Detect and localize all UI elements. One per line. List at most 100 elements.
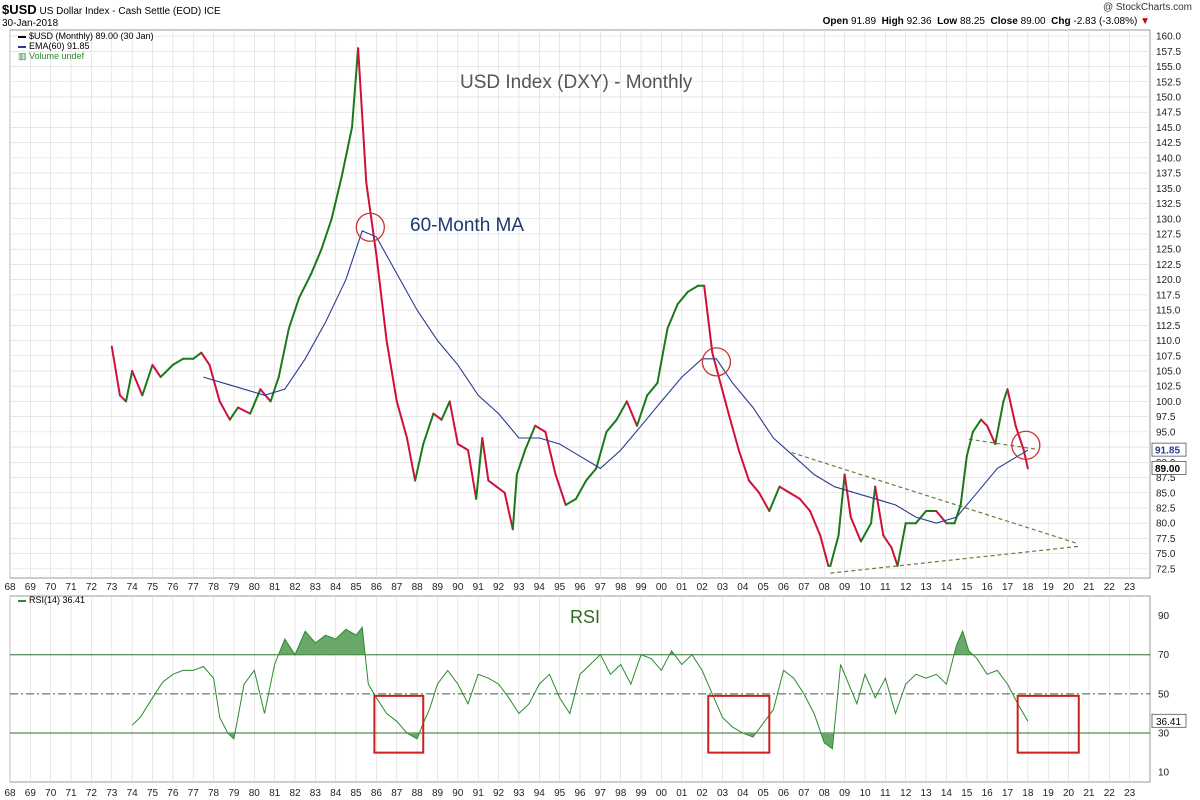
price-segment (151, 363, 162, 379)
x-tick-label-top: 23 (1124, 582, 1136, 593)
x-tick-label-bottom: 90 (452, 788, 464, 799)
price-segment (758, 491, 771, 513)
price-segment (711, 351, 722, 385)
legend-price-label: $USD (Monthly) 89.00 (30 Jan) (29, 31, 154, 41)
symbol: $USD (2, 2, 37, 17)
x-tick-label-top: 15 (961, 582, 973, 593)
price-segment (819, 534, 830, 567)
x-tick-label-top: 93 (513, 582, 525, 593)
price-segment (432, 412, 443, 421)
price-segment (870, 485, 877, 525)
x-tick-label-top: 94 (534, 582, 546, 593)
price-segment (778, 485, 791, 494)
x-tick-label-bottom: 70 (45, 788, 57, 799)
x-axis-top: 68 69 70 71 72 73 74 75 76 77 78 79 80 81 82 83 84 85 86 87… (4, 582, 1135, 593)
rsi-line (131, 626, 1029, 750)
price-segment (1006, 388, 1017, 427)
x-tick-label-top: 17 (1002, 582, 1014, 593)
x-tick-label-bottom: 96 (574, 788, 586, 799)
price-segment (768, 485, 781, 513)
price-segment (636, 394, 649, 427)
price-segment (110, 345, 121, 397)
x-tick-label-top: 13 (921, 582, 933, 593)
x-tick-label-top: 03 (717, 582, 729, 593)
price-tick-label: 132.5 (1156, 199, 1181, 210)
x-axis-bottom: 68 69 70 71 72 73 74 75 76 77 78 79 80 81 82 83 84 85 86 87… (4, 788, 1135, 799)
price-segment (200, 351, 211, 366)
price-tick-label: 110.0 (1156, 336, 1181, 347)
x-tick-label-bottom: 21 (1083, 788, 1095, 799)
price-segment (340, 126, 353, 178)
x-tick-label-top: 72 (86, 582, 98, 593)
price-tick-label: 152.5 (1156, 77, 1181, 88)
x-tick-label-top: 68 (4, 582, 16, 593)
x-tick-label-bottom: 99 (636, 788, 648, 799)
ema-line (203, 230, 1029, 524)
x-tick-label-bottom: 85 (351, 788, 363, 799)
rsi-tick-label: 70 (1158, 650, 1170, 661)
legend-volume: ▥ Volume undef (18, 51, 154, 61)
x-tick-label-bottom: 74 (127, 788, 139, 799)
x-tick-label-bottom: 69 (25, 788, 37, 799)
price-segment (615, 400, 628, 421)
price-tick-label: 97.5 (1156, 412, 1176, 423)
price-tick-label: 157.5 (1156, 47, 1181, 58)
rsi-highlight-box (707, 694, 771, 754)
x-tick-label-top: 81 (269, 582, 281, 593)
x-tick-label-bottom: 95 (554, 788, 566, 799)
x-tick-label-bottom: 76 (167, 788, 179, 799)
price-segment (544, 430, 557, 476)
price-segment (481, 436, 490, 482)
price-segment (269, 376, 280, 403)
rsi-overbought-fill (132, 627, 1028, 655)
trendline (791, 451, 1079, 545)
price-tick-label: 77.5 (1156, 534, 1176, 545)
price-segment (829, 534, 840, 567)
x-tick-label-top: 88 (412, 582, 424, 593)
price-segment (843, 473, 852, 519)
price-segment (747, 479, 761, 494)
x-tick-label-top: 20 (1063, 582, 1075, 593)
x-tick-label-top: 04 (737, 582, 749, 593)
price-tick-label: 120.0 (1156, 275, 1181, 286)
rsi-highlight-box (1016, 694, 1080, 754)
price-segment (666, 303, 679, 330)
x-tick-label-bottom: 18 (1022, 788, 1034, 799)
x-tick-label-top: 07 (798, 582, 810, 593)
x-tick-label-bottom: 86 (371, 788, 383, 799)
price-segment (625, 400, 638, 427)
price-segment (422, 412, 435, 446)
price-tick-label: 135.0 (1156, 184, 1181, 195)
price-segment (385, 339, 398, 403)
x-tick-label-top: 05 (758, 582, 770, 593)
rsi-title: RSI (570, 607, 601, 627)
x-tick-label-bottom: 14 (941, 788, 953, 799)
x-tick-label-top: 95 (554, 582, 566, 593)
price-segment (208, 363, 221, 403)
price-segment (277, 327, 290, 379)
price-segment (874, 485, 885, 537)
x-tick-label-bottom: 71 (66, 788, 78, 799)
price-segment (1002, 388, 1009, 403)
rsi-last-label: 36.41 (1156, 717, 1181, 728)
x-tick-label-top: 76 (167, 582, 179, 593)
price-segment (980, 418, 989, 427)
chg-value: -2.83 (-3.08%) (1073, 16, 1138, 27)
x-tick-label-top: 10 (859, 582, 871, 593)
x-tick-label-bottom: 79 (228, 788, 240, 799)
price-tick-label: 100.0 (1156, 397, 1181, 408)
price-segment (971, 418, 983, 433)
x-tick-label-top: 00 (656, 582, 668, 593)
x-tick-label-top: 11 (880, 582, 891, 593)
down-arrow-icon: ▼ (1140, 16, 1150, 27)
x-tick-label-top: 98 (615, 582, 627, 593)
x-tick-label-bottom: 03 (717, 788, 729, 799)
legend-volume-label: Volume undef (29, 51, 85, 61)
price-segment (859, 522, 873, 543)
rsi-legend: RSI(14) 36.41 (18, 595, 85, 605)
x-tick-label-bottom: 22 (1104, 788, 1116, 799)
ma-annotation: 60-Month MA (410, 215, 525, 236)
x-tick-label-bottom: 72 (86, 788, 98, 799)
price-tick-label: 155.0 (1156, 62, 1181, 73)
